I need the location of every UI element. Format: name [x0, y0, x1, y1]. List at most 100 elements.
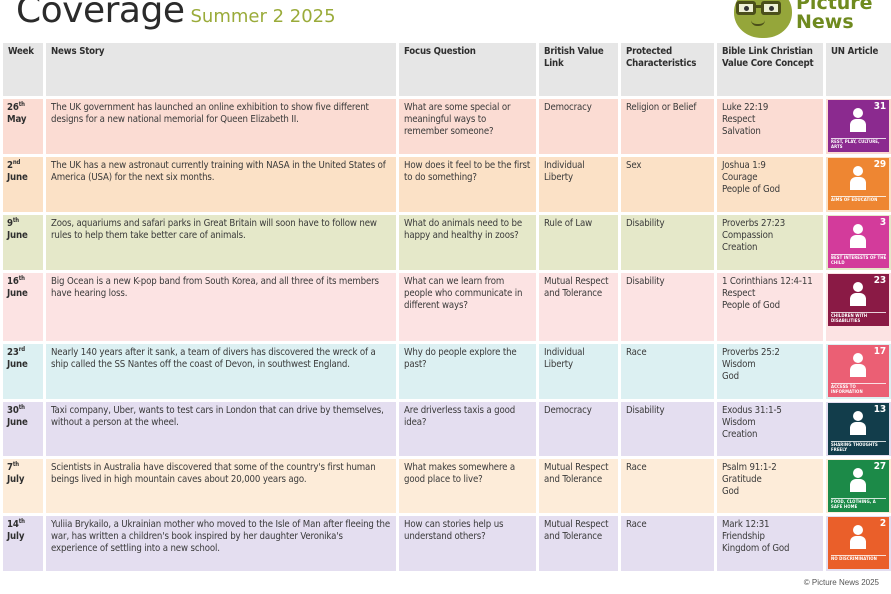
- un-article-cell: 3 Best interests of the child: [826, 215, 891, 270]
- week-cell: 2nd June: [3, 157, 43, 212]
- focus-question-cell: Why do people explore the past?: [399, 344, 536, 399]
- protected-characteristic-cell: Race: [621, 516, 714, 571]
- week-day: 23: [7, 347, 19, 358]
- week-suffix: th: [18, 275, 25, 282]
- news-story-cell: Big Ocean is a new K-pop band from South…: [46, 273, 396, 341]
- core-concept: Creation: [722, 242, 758, 253]
- un-article-cell: 23 Children with disabilities: [826, 273, 891, 341]
- week-suffix: nd: [12, 159, 21, 166]
- logo-face-icon: [734, 0, 792, 38]
- un-article-label: Children with disabilities: [831, 314, 868, 324]
- bible-link-cell: Psalm 91:1-2 Gratitude God: [717, 459, 823, 513]
- core-concept: Kingdom of God: [722, 543, 790, 554]
- week-cell: 30th June: [3, 402, 43, 456]
- focus-question-cell: What do animals need to be happy and hea…: [399, 215, 536, 270]
- child-figure-icon: [845, 224, 871, 250]
- core-concept: People of God: [722, 184, 780, 195]
- un-article-label: No discrimination: [831, 557, 878, 562]
- week-suffix: th: [18, 101, 25, 108]
- un-article-label: Best interests of the child: [831, 256, 887, 266]
- child-figure-icon: [845, 525, 871, 551]
- christian-value: Respect: [722, 288, 756, 299]
- bible-link-cell: Proverbs 27:23 Compassion Creation: [717, 215, 823, 270]
- week-month: May: [7, 114, 27, 125]
- bible-reference: Proverbs 27:23: [722, 218, 786, 229]
- un-article-number: 23: [873, 275, 886, 286]
- bible-reference: Luke 22:19: [722, 102, 769, 113]
- week-day: 14: [7, 519, 19, 530]
- week-month: June: [7, 359, 28, 370]
- british-value-cell: Democracy: [539, 402, 618, 456]
- news-story-cell: Zoos, aquariums and safari parks in Grea…: [46, 215, 396, 270]
- bible-reference: Mark 12:31: [722, 519, 770, 530]
- column-header-bible-link: Bible Link Christian Value Core Concept: [717, 43, 823, 96]
- child-figure-icon: [845, 282, 871, 308]
- un-article-label: Aims of education: [831, 198, 878, 203]
- focus-question-cell: What makes somewhere a good place to liv…: [399, 459, 536, 513]
- table-row: 26th May The UK government has launched an…: [3, 99, 891, 154]
- christian-value: Compassion: [722, 230, 774, 241]
- week-cell: 23rd June: [3, 344, 43, 399]
- protected-characteristic-cell: Sex: [621, 157, 714, 212]
- bible-link-cell: Proverbs 25:2 Wisdom God: [717, 344, 823, 399]
- week-cell: 9th June: [3, 215, 43, 270]
- bible-reference: Joshua 1:9: [722, 160, 766, 171]
- news-story-cell: Scientists in Australia have discovered …: [46, 459, 396, 513]
- week-cell: 26th May: [3, 99, 43, 154]
- british-value-cell: Rule of Law: [539, 215, 618, 270]
- core-concept: Creation: [722, 429, 758, 440]
- un-article-label: Sharing thoughts freely: [831, 443, 878, 453]
- un-article-badge-icon: 3 Best interests of the child: [828, 216, 889, 268]
- week-month: June: [7, 417, 28, 428]
- un-article-cell: 2 No discrimination: [826, 516, 891, 571]
- child-figure-icon: [845, 353, 871, 379]
- picture-news-logo: Picture News: [734, 0, 884, 40]
- protected-characteristic-cell: Race: [621, 344, 714, 399]
- copyright-notice: © Picture News 2025: [803, 578, 879, 587]
- bible-link-cell: 1 Corinthians 12:4-11 Respect People of Go…: [717, 273, 823, 341]
- christian-value: Friendship: [722, 531, 765, 542]
- christian-value: Wisdom: [722, 417, 756, 428]
- week-day: 2: [7, 160, 13, 171]
- news-story-cell: Yuliia Brykailo, a Ukrainian mother who …: [46, 516, 396, 571]
- core-concept: God: [722, 486, 739, 497]
- child-figure-icon: [845, 166, 871, 192]
- table-row: 7th July Scientists in Australia have disc…: [3, 459, 891, 513]
- page-title: Coverage: [16, 0, 185, 31]
- table-row: 23rd June Nearly 140 years after it sank, …: [3, 344, 891, 399]
- un-article-badge-icon: 2 No discrimination: [828, 517, 889, 569]
- child-figure-icon: [845, 108, 871, 134]
- column-header-protected-characteristics: Protected Characteristics: [621, 43, 714, 96]
- bible-link-cell: Exodus 31:1-5 Wisdom Creation: [717, 402, 823, 456]
- focus-question-cell: How can stories help us understand other…: [399, 516, 536, 571]
- table-row: 2nd June The UK has a new astronaut curren…: [3, 157, 891, 212]
- un-article-cell: 27 Food, clothing, a safe home: [826, 459, 891, 513]
- christian-value: Gratitude: [722, 474, 762, 485]
- week-day: 30: [7, 405, 19, 416]
- british-value-cell: Mutual Respect and Tolerance: [539, 516, 618, 571]
- un-article-number: 31: [873, 101, 886, 112]
- week-suffix: th: [18, 404, 25, 411]
- coverage-table: Week News Story Focus Question British V…: [0, 40, 891, 574]
- week-cell: 7th July: [3, 459, 43, 513]
- column-header-focus-question: Focus Question: [399, 43, 536, 96]
- focus-question-cell: What can we learn from people who commun…: [399, 273, 536, 341]
- un-article-badge-icon: 17 Access to information: [828, 345, 889, 397]
- week-suffix: rd: [18, 346, 25, 353]
- christian-value: Courage: [722, 172, 758, 183]
- un-article-label: Food, clothing, a safe home: [831, 500, 876, 510]
- week-suffix: th: [12, 217, 19, 224]
- child-figure-icon: [845, 411, 871, 437]
- focus-question-cell: How does it feel to be the first to do s…: [399, 157, 536, 212]
- un-article-number: 17: [873, 346, 886, 357]
- week-suffix: th: [18, 518, 25, 525]
- british-value-cell: Democracy: [539, 99, 618, 154]
- column-header-news-story: News Story: [46, 43, 396, 96]
- week-suffix: th: [12, 461, 19, 468]
- week-month: July: [7, 474, 25, 485]
- un-article-badge-icon: 13 Sharing thoughts freely: [828, 403, 889, 455]
- protected-characteristic-cell: Race: [621, 459, 714, 513]
- un-article-cell: 29 Aims of education: [826, 157, 891, 212]
- un-article-badge-icon: 31 Rest, play, culture, arts: [828, 100, 889, 152]
- table-row: 30th June Taxi company, Uber, wants to tes…: [3, 402, 891, 456]
